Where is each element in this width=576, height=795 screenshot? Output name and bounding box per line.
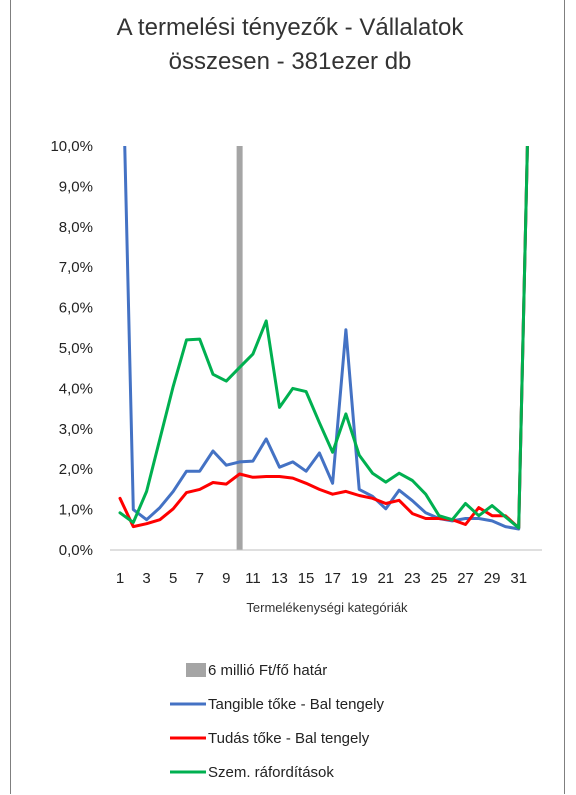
x-tick-label: 3 [142, 570, 150, 587]
x-tick-label: 1 [116, 570, 124, 587]
threshold-bar [236, 146, 243, 550]
y-tick-label: 7,0% [59, 259, 93, 276]
x-tick-label: 27 [457, 570, 474, 587]
legend-item: Tangible tőke - Bal tengely [170, 696, 384, 713]
y-tick-label: 8,0% [59, 219, 93, 236]
y-tick-label: 1,0% [59, 502, 93, 519]
x-tick-label: 11 [245, 570, 261, 587]
x-tick-label: 23 [404, 570, 421, 587]
y-tick-label: 9,0% [59, 178, 93, 195]
y-tick-label: 4,0% [59, 380, 93, 397]
series-line-3 [118, 146, 529, 530]
x-tick-label: 5 [169, 570, 177, 587]
y-tick-label: 0,0% [59, 542, 93, 559]
x-tick-label: 7 [196, 570, 204, 587]
legend-label: Tangible tőke - Bal tengely [208, 696, 384, 713]
chart-title: A termelési tényezők - Vállalatok [116, 14, 464, 41]
x-tick-label: 31 [510, 570, 527, 587]
y-tick-label: 6,0% [59, 300, 93, 317]
series-lines [118, 146, 529, 531]
x-axis-label: Termelékenységi kategóriák [246, 600, 408, 615]
x-tick-label: 21 [377, 570, 394, 587]
y-axis: 0,0% 1,0% 2,0% 3,0% 4,0% 5,0% 6,0% 7,0% 8,0% 9,0%… [50, 138, 93, 559]
y-tick-label: 5,0% [59, 340, 93, 357]
legend-item: Szem. ráfordítások [170, 764, 334, 781]
x-tick-label: 25 [431, 570, 448, 587]
legend: 6 millió Ft/fő határ Tangible tőke - Bal … [170, 662, 384, 781]
chart-title-line-2: összesen - 381ezer db [168, 48, 412, 75]
x-axis: 1 3 5 7 9 11 13 15 17 19 21 23 25 27 29 31 [116, 570, 527, 587]
legend-swatch-bar [186, 663, 206, 677]
legend-item: Tudás tőke - Bal tengely [170, 730, 370, 747]
x-tick-label: 29 [484, 570, 501, 587]
series-line-1 [123, 146, 529, 531]
series-line-2 [118, 146, 529, 530]
legend-label: Tudás tőke - Bal tengely [208, 730, 370, 747]
x-tick-label: 15 [298, 570, 315, 587]
x-tick-label: 19 [351, 570, 368, 587]
x-tick-label: 9 [222, 570, 230, 587]
x-tick-label: 13 [271, 570, 288, 587]
chart-frame [10, 0, 565, 794]
x-tick-label: 17 [324, 570, 341, 587]
legend-label: Szem. ráfordítások [208, 764, 334, 781]
legend-item: 6 millió Ft/fő határ [186, 662, 327, 679]
legend-label: 6 millió Ft/fő határ [208, 662, 327, 679]
y-tick-label: 2,0% [59, 461, 93, 478]
y-tick-label: 3,0% [59, 421, 93, 438]
y-tick-label: 10,0% [50, 138, 93, 155]
threshold-bar-mark [236, 146, 243, 550]
